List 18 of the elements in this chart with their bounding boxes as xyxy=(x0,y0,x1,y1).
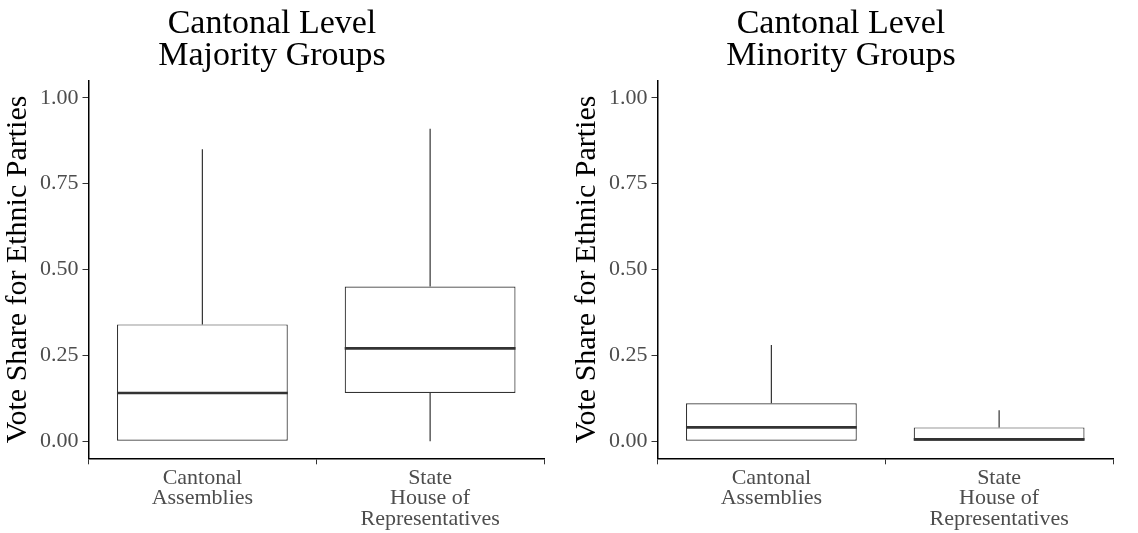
y-tick-label: 1.00 xyxy=(609,83,648,109)
x-tick-label: Cantonal Assemblies xyxy=(151,463,254,510)
x-tick-label: State House of Representatives xyxy=(360,463,500,531)
y-axis-title: Vote Share for Ethnic Parties xyxy=(0,95,32,444)
y-tick-label: 0.25 xyxy=(40,341,79,367)
y-tick-label: 0.25 xyxy=(609,341,648,367)
y-tick-label: 1.00 xyxy=(40,83,79,109)
chart-title: Cantonal Level Majority Groups xyxy=(158,3,386,73)
y-tick-label: 0.00 xyxy=(40,426,79,452)
y-tick-label: 0.75 xyxy=(40,169,79,195)
chart-title: Cantonal Level Minority Groups xyxy=(726,3,956,73)
y-axis-title: Vote Share for Ethnic Parties xyxy=(567,95,601,444)
y-tick-label: 0.50 xyxy=(609,255,648,281)
x-tick-label: State House of Representatives xyxy=(929,463,1069,531)
y-tick-label: 0.00 xyxy=(609,426,648,452)
y-tick-label: 0.75 xyxy=(609,169,648,195)
x-tick-label: Cantonal Assemblies xyxy=(720,463,823,510)
y-tick-label: 0.50 xyxy=(40,255,79,281)
